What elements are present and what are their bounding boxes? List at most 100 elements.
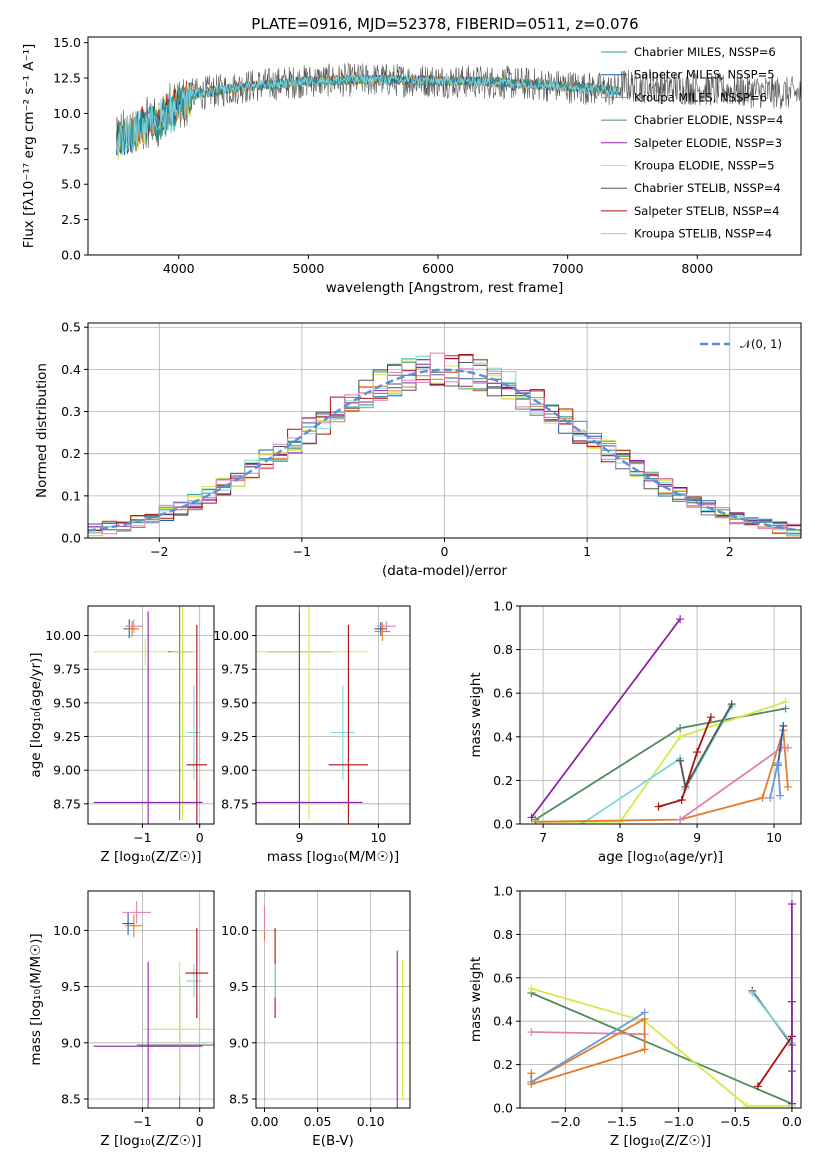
legend-entry: Kroupa ELODIE, NSSP=5 [634, 159, 775, 173]
y-tick-label: 0.2 [493, 1057, 513, 1072]
error-bars [263, 905, 404, 1108]
y-tick-label: 10.0 [221, 923, 249, 938]
weight-marker [676, 756, 685, 765]
weight-series-line [757, 1001, 793, 1087]
weight-marker [706, 713, 715, 722]
x-tick-label: 2 [726, 544, 734, 559]
x-tick-label: 9 [295, 830, 303, 845]
y-tick-label: 0.4 [61, 362, 81, 377]
x-tick-label: 0 [196, 1114, 204, 1129]
y-tick-label: 0.3 [61, 404, 81, 419]
weight-marker [779, 721, 788, 730]
x-axis-label: wavelength [Angstrom, rest frame] [326, 280, 564, 296]
axes-frame [255, 605, 411, 825]
x-tick-label: 0 [196, 830, 204, 845]
error-bars [93, 901, 214, 1108]
x-tick-label: 0.05 [304, 1114, 332, 1129]
weight-series-line [751, 990, 793, 1072]
weight-series-line [531, 1031, 645, 1036]
y-tick-label: 0.0 [61, 248, 81, 263]
weight-marker [527, 1069, 536, 1078]
weight-marker [748, 988, 757, 997]
y-tick-label: 9.5 [229, 979, 249, 994]
x-axis-label: (data-model)/error [382, 563, 508, 579]
spectrum-panel: 4000 5000 6000 7000 8000 0.0 2.5 5.0 7.5 10.0 12.5… [21, 35, 802, 296]
x-axis-label: Z [log₁₀(Z/Z☉)] [100, 849, 201, 865]
weight-marker [676, 815, 685, 824]
y-tick-label: 9.0 [61, 1035, 81, 1050]
legend-entry: 𝒩(0, 1) [740, 337, 782, 351]
weight-series-line [679, 746, 788, 821]
y-tick-label: 0.8 [493, 927, 513, 942]
x-tick-label: 4000 [163, 261, 195, 276]
weight-marker [640, 1045, 649, 1054]
y-tick-label: 0.0 [493, 817, 513, 832]
weight-series-line [530, 618, 681, 819]
y-axis-label: mass [log₁₀(M/M☉)] [28, 933, 44, 1065]
x-axis-label: E(B-V) [312, 1133, 354, 1149]
weight-vs-Z-panel: −2.0 −1.5 −1.0 −0.5 0.0 0.0 0.2 0.4 0.6 0.8 1.0 Z [… [468, 884, 802, 1150]
legend-entry: Chabrier STELIB, NSSP=4 [634, 181, 781, 195]
y-axis-label: mass weight [468, 957, 484, 1042]
y-tick-label: 10.00 [213, 628, 249, 643]
x-axis-label: age [log₁₀(age/yr)] [598, 849, 723, 865]
y-tick-label: 0.1 [61, 488, 81, 503]
x-tick-label: 7000 [552, 261, 584, 276]
legend-entry: Salpeter ELODIE, NSSP=3 [634, 136, 782, 150]
weight-marker [531, 817, 540, 824]
weight-marker [676, 732, 685, 741]
weight-series-line [777, 725, 785, 766]
x-tick-label: 0 [441, 544, 449, 559]
weight-series-line [679, 703, 733, 790]
x-tick-label: 10 [766, 830, 782, 845]
weight-marker [676, 724, 685, 733]
y-tick-label: 9.0 [229, 1035, 249, 1050]
legend-entry: Chabrier ELODIE, NSSP=4 [634, 113, 783, 127]
y-tick-label: 0.4 [493, 1014, 513, 1029]
y-tick-label: 1.0 [493, 599, 513, 614]
x-tick-label: −2 [150, 544, 168, 559]
x-tick-label: 5000 [292, 261, 324, 276]
y-tick-label: 9.75 [53, 662, 81, 677]
x-tick-label: −1 [133, 1114, 151, 1129]
weight-marker [787, 1099, 796, 1108]
y-tick-label: 0.5 [61, 320, 81, 335]
axes-frame [87, 322, 802, 539]
x-tick-label: −0.5 [720, 1114, 750, 1129]
weight-lines [527, 900, 796, 1108]
legend-entry: Salpeter MILES, NSSP=5 [634, 68, 775, 82]
residuals-panel: −2 −1 0 1 2 0.0 0.1 0.2 0.3 0.4 0.5 (data-model)/er… [34, 320, 802, 579]
weight-marker [781, 697, 790, 706]
y-tick-label: 7.5 [61, 141, 81, 156]
weight-marker [753, 1082, 762, 1091]
x-tick-label: 6000 [422, 261, 454, 276]
y-tick-label: 5.0 [61, 177, 81, 192]
y-tick-label: 8.75 [221, 796, 249, 811]
legend-entry: Kroupa STELIB, NSSP=4 [634, 227, 772, 241]
y-tick-label: 15.0 [53, 35, 81, 50]
y-tick-label: 10.0 [53, 923, 81, 938]
legend-entry: Salpeter STELIB, NSSP=4 [634, 204, 780, 218]
weight-marker [773, 758, 782, 767]
weight-marker [676, 615, 685, 624]
y-tick-label: 9.5 [61, 979, 81, 994]
x-axis-label: mass [log₁₀(M/M☉)] [267, 849, 399, 865]
x-tick-label: 0.0 [782, 1114, 802, 1129]
y-axis-label: Normed distribution [34, 363, 50, 498]
y-tick-label: 0.2 [493, 773, 513, 788]
weight-marker [640, 1008, 649, 1017]
y-tick-label: 9.75 [221, 662, 249, 677]
mass-vs-Z-panel: −1 0 8.5 9.0 9.5 10.0 Z [log₁₀(Z/Z☉)] mass [log… [28, 890, 215, 1149]
spectrum-lines [116, 62, 801, 161]
weight-marker [527, 1028, 536, 1037]
weight-series-line [531, 987, 792, 1107]
x-tick-label: 0.10 [357, 1114, 385, 1129]
legend-entry: Kroupa MILES, NSSP=6 [634, 90, 767, 104]
weight-marker [783, 782, 792, 791]
x-tick-label: 8 [616, 830, 624, 845]
weight-marker [527, 984, 536, 993]
x-tick-label: 8000 [681, 261, 713, 276]
weight-marker [616, 817, 625, 824]
histograms [88, 352, 801, 538]
figure-title: PLATE=0916, MJD=52378, FIBERID=0511, z=0… [251, 15, 638, 33]
